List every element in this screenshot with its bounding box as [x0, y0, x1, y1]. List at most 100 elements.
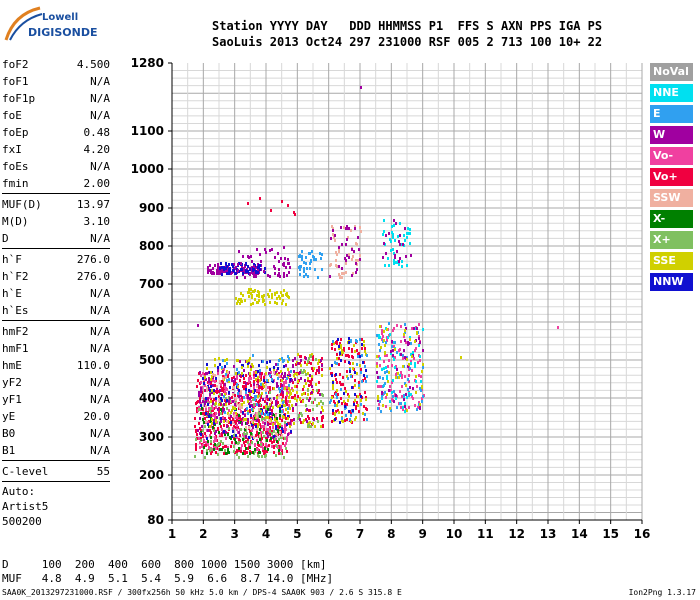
echo-point — [390, 409, 392, 412]
echo-point — [243, 396, 245, 399]
echo-point — [228, 414, 230, 417]
divider — [2, 320, 110, 321]
echo-point — [391, 340, 393, 343]
echo-point — [404, 402, 406, 405]
echo-point — [226, 358, 228, 361]
param-value: N/A — [90, 393, 110, 406]
echo-point — [280, 257, 282, 260]
echo-point — [279, 404, 281, 407]
echo-point — [219, 433, 221, 436]
echo-point — [214, 443, 216, 446]
echo-point — [311, 353, 313, 356]
echo-point — [255, 266, 257, 269]
echo-point — [388, 371, 390, 374]
echo-point — [385, 366, 387, 369]
echo-point — [232, 269, 234, 272]
echo-point — [279, 414, 281, 417]
echo-point — [200, 387, 202, 390]
echo-point — [294, 385, 296, 388]
echo-point — [255, 378, 257, 381]
echo-point — [281, 419, 283, 422]
echo-point — [228, 451, 230, 454]
echo-point — [272, 406, 274, 409]
echo-point — [218, 413, 220, 416]
param-name: yE — [2, 410, 16, 423]
echo-point — [225, 403, 227, 406]
echo-point — [364, 365, 366, 368]
echo-point — [218, 395, 220, 398]
echo-point — [340, 226, 342, 229]
x-tick-label: 16 — [634, 527, 651, 541]
echo-point — [239, 406, 241, 409]
echo-point — [214, 432, 216, 435]
echo-point — [240, 450, 242, 453]
echo-point — [341, 402, 343, 405]
echo-point — [281, 384, 283, 387]
echo-point — [381, 397, 383, 400]
echo-point — [401, 265, 403, 268]
echo-point — [276, 396, 278, 399]
echo-point — [210, 385, 212, 388]
echo-point — [312, 355, 314, 358]
echo-point — [262, 447, 264, 450]
echo-point — [209, 380, 211, 383]
echo-point — [241, 300, 243, 303]
echo-point — [280, 291, 282, 294]
echo-point — [202, 429, 204, 432]
echo-point — [195, 438, 197, 441]
echo-point — [288, 271, 290, 274]
echo-point — [209, 409, 211, 412]
echo-point — [222, 377, 224, 380]
echo-point — [256, 389, 258, 392]
echo-point — [270, 371, 272, 374]
echo-point — [256, 433, 258, 436]
echo-point — [265, 372, 267, 375]
echo-point — [258, 292, 260, 295]
echo-point — [381, 332, 383, 335]
echo-point — [239, 379, 241, 382]
echo-point — [252, 302, 254, 305]
echo-point — [342, 376, 344, 379]
echo-point — [236, 377, 238, 380]
echo-point — [352, 409, 354, 412]
echo-point — [197, 379, 199, 382]
echo-point — [384, 391, 386, 394]
echo-point — [361, 343, 363, 346]
echo-point — [274, 267, 276, 270]
echo-point — [229, 417, 231, 420]
x-tick-label: 14 — [571, 527, 588, 541]
echo-point — [213, 440, 215, 443]
echo-point — [204, 425, 206, 428]
echo-point — [209, 429, 211, 432]
echo-point — [319, 393, 321, 396]
echo-point — [273, 435, 275, 438]
echo-point — [228, 391, 230, 394]
echo-point — [286, 274, 288, 277]
echo-point — [202, 377, 204, 380]
echo-point — [279, 423, 281, 426]
echo-point — [300, 359, 302, 362]
echo-point — [393, 252, 395, 255]
echo-point — [228, 427, 230, 430]
echo-point — [297, 417, 299, 420]
echo-point — [307, 360, 309, 363]
logo-line1: Lowell — [42, 12, 79, 23]
echo-point — [209, 391, 211, 394]
echo-point — [199, 446, 201, 449]
echo-point — [334, 361, 336, 364]
echo-point — [386, 339, 388, 342]
echo-point — [341, 419, 343, 422]
echo-point — [300, 369, 302, 372]
echo-point — [235, 412, 237, 415]
echo-point — [380, 346, 382, 349]
echo-point — [210, 436, 212, 439]
echo-point — [233, 425, 235, 428]
echo-point — [216, 391, 218, 394]
echo-point — [409, 242, 411, 245]
echo-point — [347, 377, 349, 380]
echo-point — [224, 365, 226, 368]
echo-point — [200, 390, 202, 393]
echo-point — [350, 229, 352, 232]
echo-point — [381, 395, 383, 398]
echo-point — [198, 391, 200, 394]
